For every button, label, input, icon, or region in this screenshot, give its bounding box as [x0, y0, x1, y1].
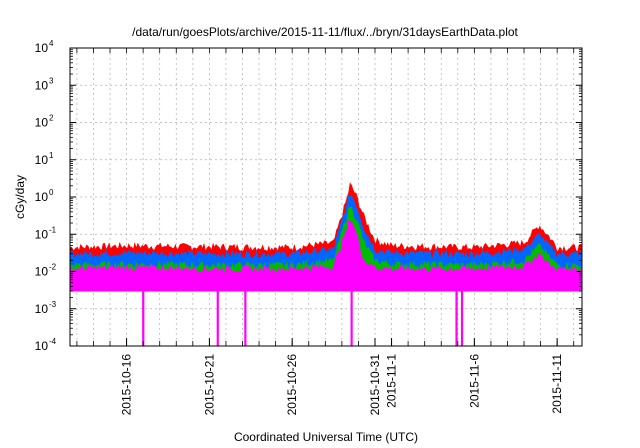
y-tick-label: 10: [35, 265, 49, 279]
y-tick-label: 10: [35, 227, 49, 241]
x-tick-label: 2015-10-21: [202, 354, 216, 416]
dropout-spike: [244, 290, 247, 346]
y-tick-exponent: -1: [49, 225, 57, 234]
series-band: [69, 219, 583, 292]
y-tick-exponent: 2: [49, 114, 54, 123]
y-axis-label: cGy/day: [13, 175, 27, 219]
x-tick-label: 2015-10-16: [120, 354, 134, 416]
dropout-spike: [455, 290, 458, 346]
y-tick-exponent: 4: [49, 39, 54, 48]
chart-title: /data/run/goesPlots/archive/2015-11-11/f…: [132, 25, 518, 39]
y-tick-exponent: -2: [49, 263, 57, 272]
y-tick-exponent: 1: [49, 151, 54, 160]
y-tick-label: 10: [35, 116, 49, 130]
y-tick-exponent: -4: [49, 337, 57, 346]
x-axis-label: Coordinated Universal Time (UTC): [234, 430, 418, 444]
x-tick-label: 2015-11-6: [467, 354, 481, 408]
dropout-spike: [350, 290, 353, 346]
x-tick-label: 2015-10-26: [285, 354, 299, 416]
dropout-spike: [142, 290, 145, 346]
y-tick-label: 10: [35, 41, 49, 55]
x-axis: 2015-10-16 2015-10-21 2015-10-26 2015-10-31…: [76, 48, 575, 416]
dropout-spike: [216, 290, 219, 346]
y-tick-label: 10: [35, 339, 49, 353]
series-layer: [69, 182, 583, 346]
x-tick-label: 2015-11-1: [385, 354, 399, 408]
y-tick-exponent: 0: [49, 188, 54, 197]
y-tick-label: 10: [35, 190, 49, 204]
y-tick-label: 10: [35, 153, 49, 167]
y-tick-label: 10: [35, 302, 49, 316]
y-tick-label: 10: [35, 78, 49, 92]
x-tick-label: 2015-10-31: [368, 354, 382, 416]
dropout-spike: [460, 290, 464, 346]
y-tick-exponent: 3: [49, 76, 54, 85]
grid-lines: [70, 48, 582, 346]
y-tick-exponent: -3: [49, 300, 57, 309]
x-tick-label: 2015-11-11: [550, 354, 564, 414]
